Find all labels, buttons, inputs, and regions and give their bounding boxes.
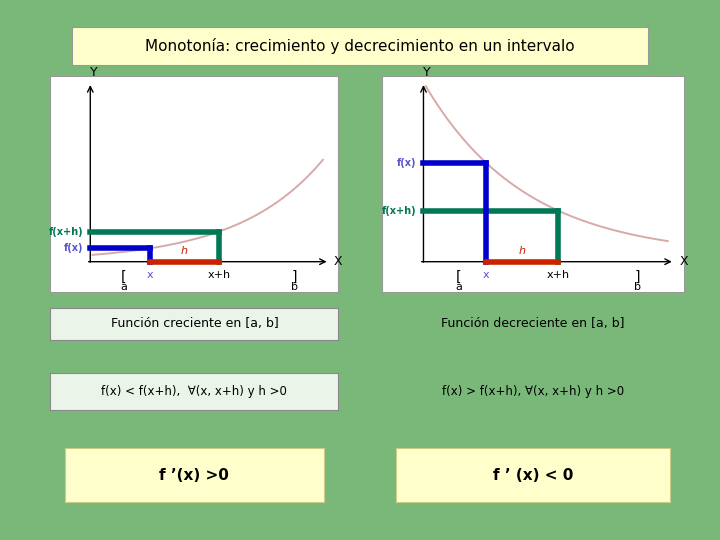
Text: f(x) < f(x+h),  ∀(x, x+h) y h >0: f(x) < f(x+h), ∀(x, x+h) y h >0	[102, 385, 287, 398]
Text: a: a	[455, 282, 462, 292]
Text: [: [	[121, 270, 126, 284]
Text: x+h: x+h	[207, 270, 230, 280]
Text: ]: ]	[635, 270, 640, 284]
Text: b: b	[634, 282, 641, 292]
Text: f(x): f(x)	[397, 158, 416, 168]
Text: x: x	[483, 270, 490, 280]
Text: X: X	[680, 255, 688, 268]
Text: Función decreciente en [a, b]: Función decreciente en [a, b]	[441, 318, 624, 330]
Text: ]: ]	[292, 270, 297, 284]
Text: f(x+h): f(x+h)	[49, 227, 84, 237]
Text: f(x+h): f(x+h)	[382, 206, 416, 216]
Text: x: x	[147, 270, 153, 280]
Text: f ’ (x) < 0: f ’ (x) < 0	[492, 468, 573, 483]
Text: Monotonía: crecimiento y decrecimiento en un intervalo: Monotonía: crecimiento y decrecimiento e…	[145, 38, 575, 54]
Text: h: h	[519, 246, 526, 256]
Text: [: [	[456, 270, 461, 284]
Text: Función creciente en [a, b]: Función creciente en [a, b]	[111, 318, 278, 330]
Text: f(x): f(x)	[64, 244, 84, 253]
Text: X: X	[334, 255, 343, 268]
Text: h: h	[181, 246, 188, 256]
Text: a: a	[120, 282, 127, 292]
Text: Y: Y	[423, 66, 431, 79]
Text: f(x) > f(x+h), ∀(x, x+h) y h >0: f(x) > f(x+h), ∀(x, x+h) y h >0	[442, 385, 624, 398]
Text: f ’(x) >0: f ’(x) >0	[159, 468, 230, 483]
Text: x+h: x+h	[546, 270, 570, 280]
Text: b: b	[291, 282, 297, 292]
Text: Y: Y	[90, 66, 97, 79]
